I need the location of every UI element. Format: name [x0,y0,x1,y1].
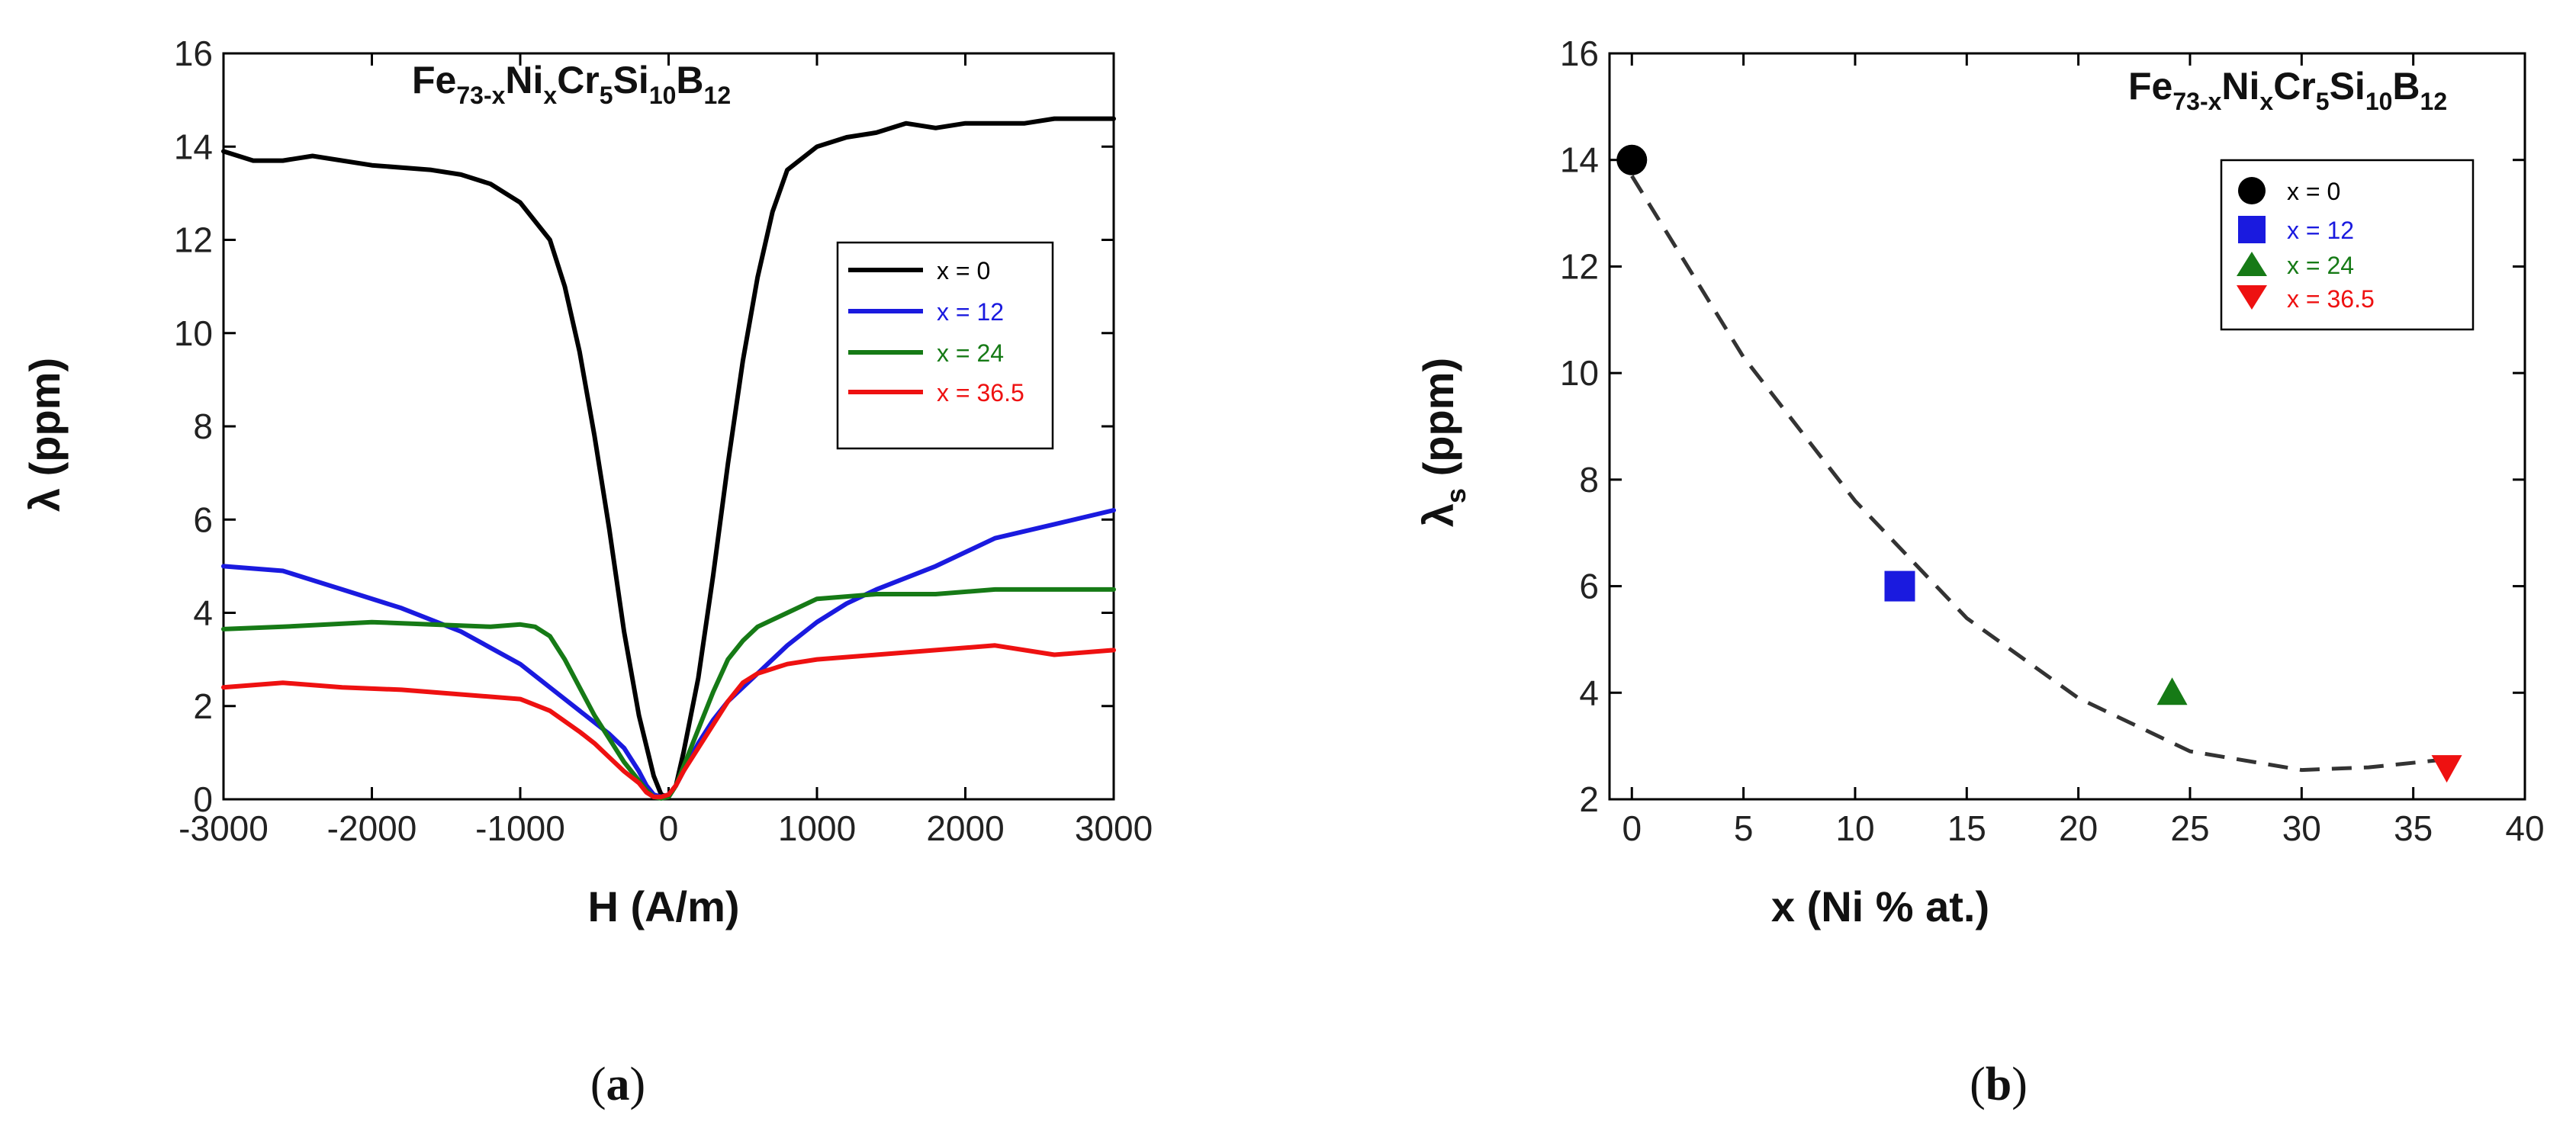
legend-marker-triangle-up [2237,252,2267,276]
y-axis-label-a: λ (ppm) [21,358,69,512]
y-tick-label: 16 [174,34,213,73]
y-tick-label: 2 [1579,779,1599,819]
legend-box-a [836,241,1054,450]
tick-marks-b [1610,52,2526,801]
y-tick-label: 12 [1560,246,1599,286]
x-tick-label: 30 [2282,808,2321,848]
y-tick-label: 12 [174,220,213,260]
x-tick-label: 1000 [778,808,856,848]
chart-title-a: Fe73-xNixCr5Si10B12 [412,59,731,109]
y-axis-label-b: λs (ppm) [1414,358,1471,527]
x-tick-label: -1000 [475,808,565,848]
x-tick-label: -3000 [178,808,269,848]
y-tick-labels-a: 0 2 4 6 8 10 12 14 16 [174,34,213,819]
panel-a: -3000 -2000 -1000 0 1000 2000 3000 0 2 4 6 8 10 12 14… [21,34,1153,1110]
x-axis-label-b: x (Ni % at.) [1771,882,1989,930]
y-tick-label: 8 [1579,460,1599,500]
series-line-365 [221,643,1116,799]
chart-title-b: Fe73-xNixCr5Si10B12 [2128,65,2447,115]
y-tick-label: 4 [193,593,213,633]
series-line-0 [221,116,1116,799]
y-tick-labels-b: 2 4 6 8 10 12 14 16 [1560,34,1599,819]
legend-marker-triangle-down [2237,285,2267,310]
series-line-12 [221,508,1116,799]
legend-marker-circle [2238,177,2266,204]
legend-label-x365: x = 36.5 [937,379,1024,407]
x-tick-label: 3000 [1075,808,1153,848]
legend-label-b-x12: x = 12 [2287,217,2354,244]
legend-b: x = 0 x = 12 x = 24 x = 36.5 [2220,159,2475,331]
legend-label-x0: x = 0 [937,257,990,284]
x-tick-label: 40 [2505,808,2544,848]
data-point-365 [2431,755,2462,783]
fit-curve-b [1630,175,2447,773]
legend-label-x24: x = 24 [937,339,1004,367]
y-tick-label: 14 [174,127,213,166]
fit-curve-line [1630,175,2447,773]
x-tick-label: 0 [1622,808,1642,848]
data-point-24 [2156,677,2188,705]
y-tick-label: 4 [1579,673,1599,712]
series-lines-a [221,116,1116,801]
legend-label-b-x24: x = 24 [2287,252,2354,279]
plot-frame-b [1608,52,2526,801]
legend-label-x12: x = 12 [937,298,1004,326]
legend-a: x = 0 x = 12 x = 24 x = 36.5 [836,241,1054,450]
data-points-b [1616,144,2462,783]
caption-a: (a) [590,1059,645,1110]
x-tick-labels-a: -3000 -2000 -1000 0 1000 2000 3000 [178,808,1153,848]
y-tick-label: 6 [1579,567,1599,606]
series-line-24 [221,586,1116,801]
x-tick-label: 0 [659,808,679,848]
x-tick-label: 10 [1835,808,1874,848]
legend-marker-square [2238,216,2266,243]
y-tick-label: 14 [1560,140,1599,180]
x-tick-label: 20 [2059,808,2098,848]
tick-marks-a [222,52,1115,801]
y-tick-label: 10 [174,313,213,353]
data-point-12 [1884,570,1915,602]
x-tick-label: 15 [1947,808,1986,848]
caption-b: (b) [1970,1059,2028,1110]
y-tick-label: 8 [193,407,213,446]
y-tick-label: 6 [193,500,213,539]
x-tick-label: 35 [2394,808,2433,848]
x-tick-label: -2000 [327,808,417,848]
x-tick-label: 25 [2170,808,2209,848]
y-tick-label: 16 [1560,34,1599,73]
y-tick-label: 10 [1560,353,1599,393]
legend-label-b-x0: x = 0 [2287,178,2340,205]
data-point-0 [1616,144,1648,175]
y-tick-label: 0 [193,779,213,819]
x-tick-label: 2000 [926,808,1004,848]
x-tick-label: 5 [1734,808,1754,848]
y-tick-label: 2 [193,686,213,726]
panel-b: 0 5 10 15 20 25 30 35 40 2 4 6 8 10 12 14 16 Fe73-xNixC… [1414,34,2545,1110]
x-tick-labels-b: 0 5 10 15 20 25 30 35 40 [1622,808,2544,848]
legend-label-b-x365: x = 36.5 [2287,285,2375,313]
x-axis-label-a: H (A/m) [587,882,739,930]
